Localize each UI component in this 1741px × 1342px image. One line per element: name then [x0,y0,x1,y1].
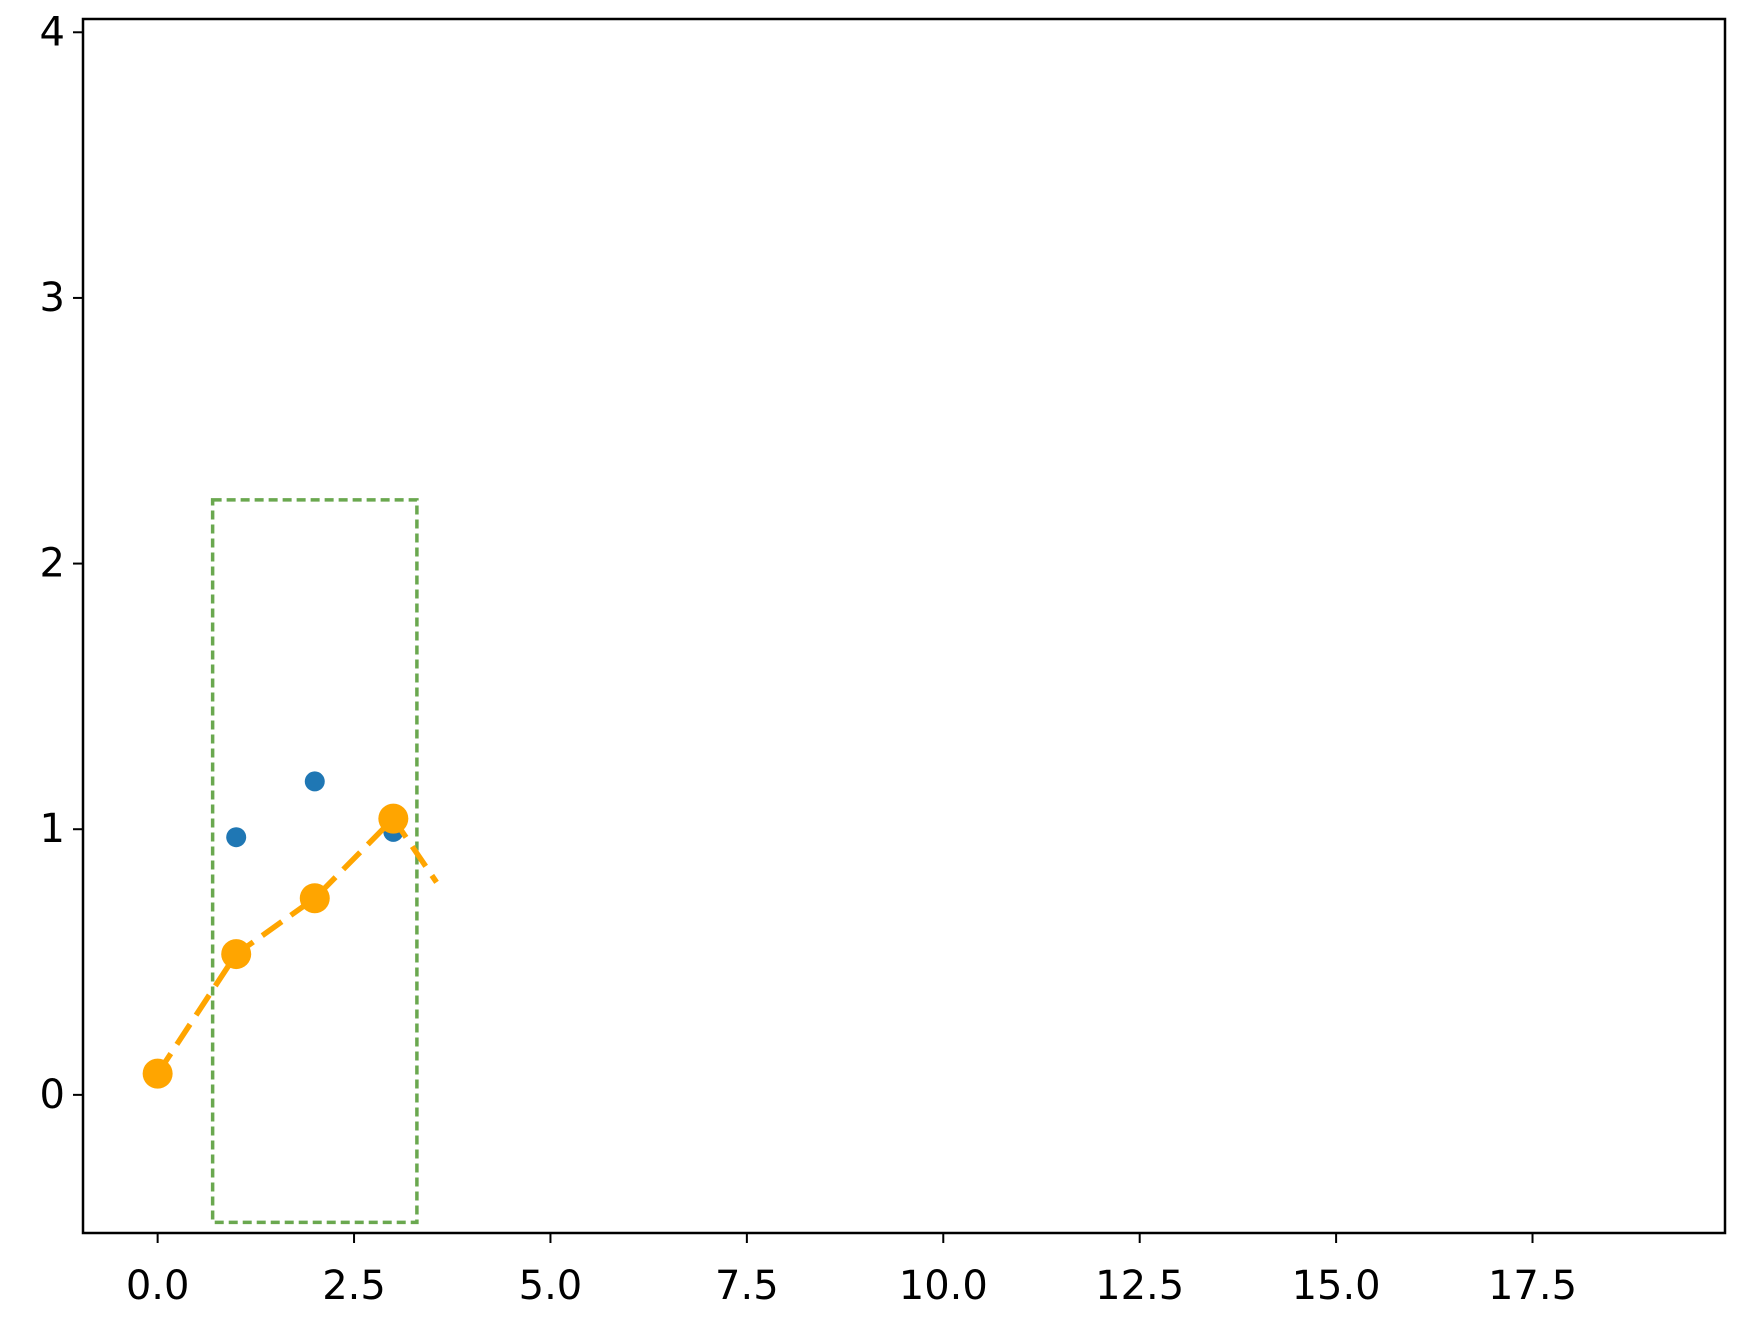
scatter-point [226,827,247,848]
y-tick-label: 1 [40,806,65,852]
y-tick-label: 4 [40,9,65,55]
scatter-point [304,771,325,792]
line [155,814,439,1076]
y-tick-label: 3 [40,275,65,321]
x-tick-label: 0.0 [126,1263,190,1309]
line-marker [221,939,252,970]
line-marker [299,883,330,914]
x-tick-label: 5.0 [519,1263,583,1309]
line-marker [378,803,409,834]
x-tick-label: 12.5 [1095,1263,1184,1309]
x-tick-label: 2.5 [322,1263,386,1309]
x-tick-label: 10.0 [899,1263,988,1309]
x-tick-label: 17.5 [1488,1263,1577,1309]
y-tick-label: 2 [40,541,65,587]
x-tick-label: 7.5 [715,1263,779,1309]
y-tick-label: 0 [40,1072,65,1118]
highlight-rectangle [210,498,419,1225]
x-tick-label: 15.0 [1292,1263,1381,1309]
plot-frame [81,17,1727,1235]
line-marker [142,1058,173,1089]
